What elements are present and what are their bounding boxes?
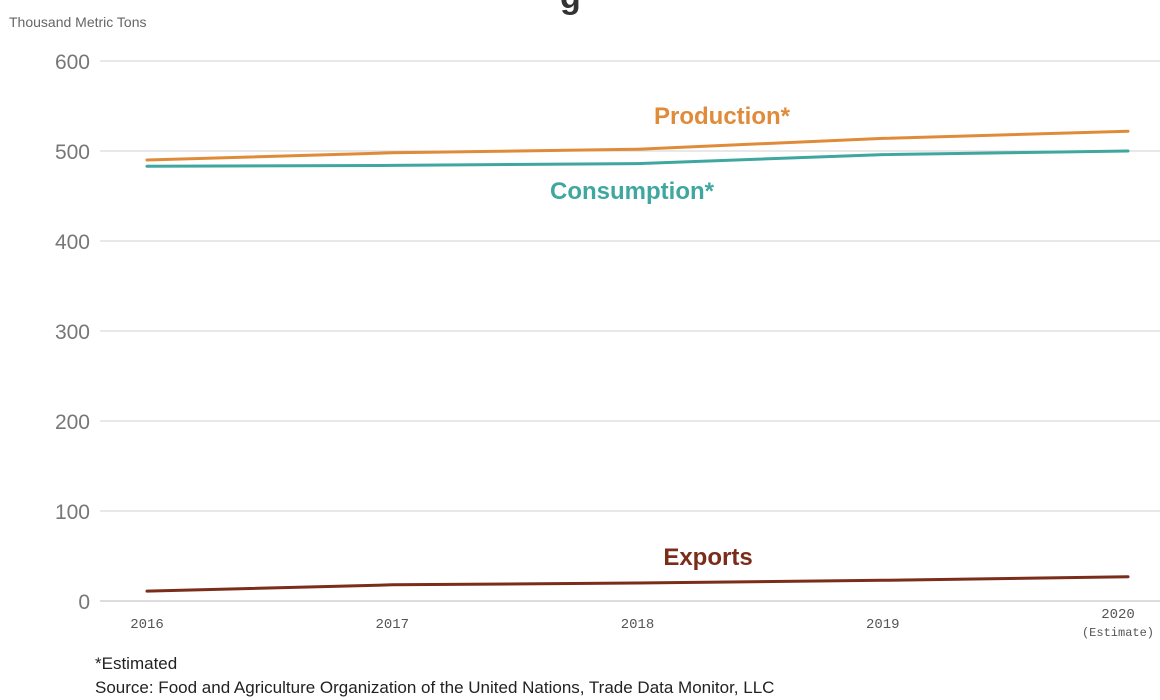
series-line-production <box>145 129 1130 162</box>
x-tick-label: 2017 <box>375 617 409 633</box>
series-label-production: Production* <box>654 103 791 130</box>
x-tick-sublabel: (Estimate) <box>1082 626 1154 640</box>
y-tick-label: 0 <box>78 591 90 614</box>
y-tick-label: 200 <box>55 411 90 434</box>
y-tick-label: 300 <box>55 321 90 344</box>
y-tick-label: 100 <box>55 501 90 524</box>
y-unit-label: Thousand Metric Tons <box>9 14 147 30</box>
x-tick-label: 2018 <box>621 617 655 633</box>
y-tick-label: 600 <box>55 51 90 74</box>
y-tick-label: 500 <box>55 141 90 164</box>
series-line-consumption <box>145 149 1130 168</box>
x-tick-label: 2019 <box>866 617 900 633</box>
chart-title-fragment: g <box>560 0 581 17</box>
x-tick-label: 2020 <box>1101 607 1135 623</box>
series-label-exports: Exports <box>663 544 752 571</box>
source-note: Source: Food and Agriculture Organizatio… <box>95 678 775 697</box>
y-tick-label: 400 <box>55 231 90 254</box>
x-tick-label: 2016 <box>130 617 164 633</box>
series-label-consumption: Consumption* <box>550 178 715 205</box>
footnote: *Estimated <box>95 654 178 673</box>
series-line-exports <box>145 575 1130 593</box>
